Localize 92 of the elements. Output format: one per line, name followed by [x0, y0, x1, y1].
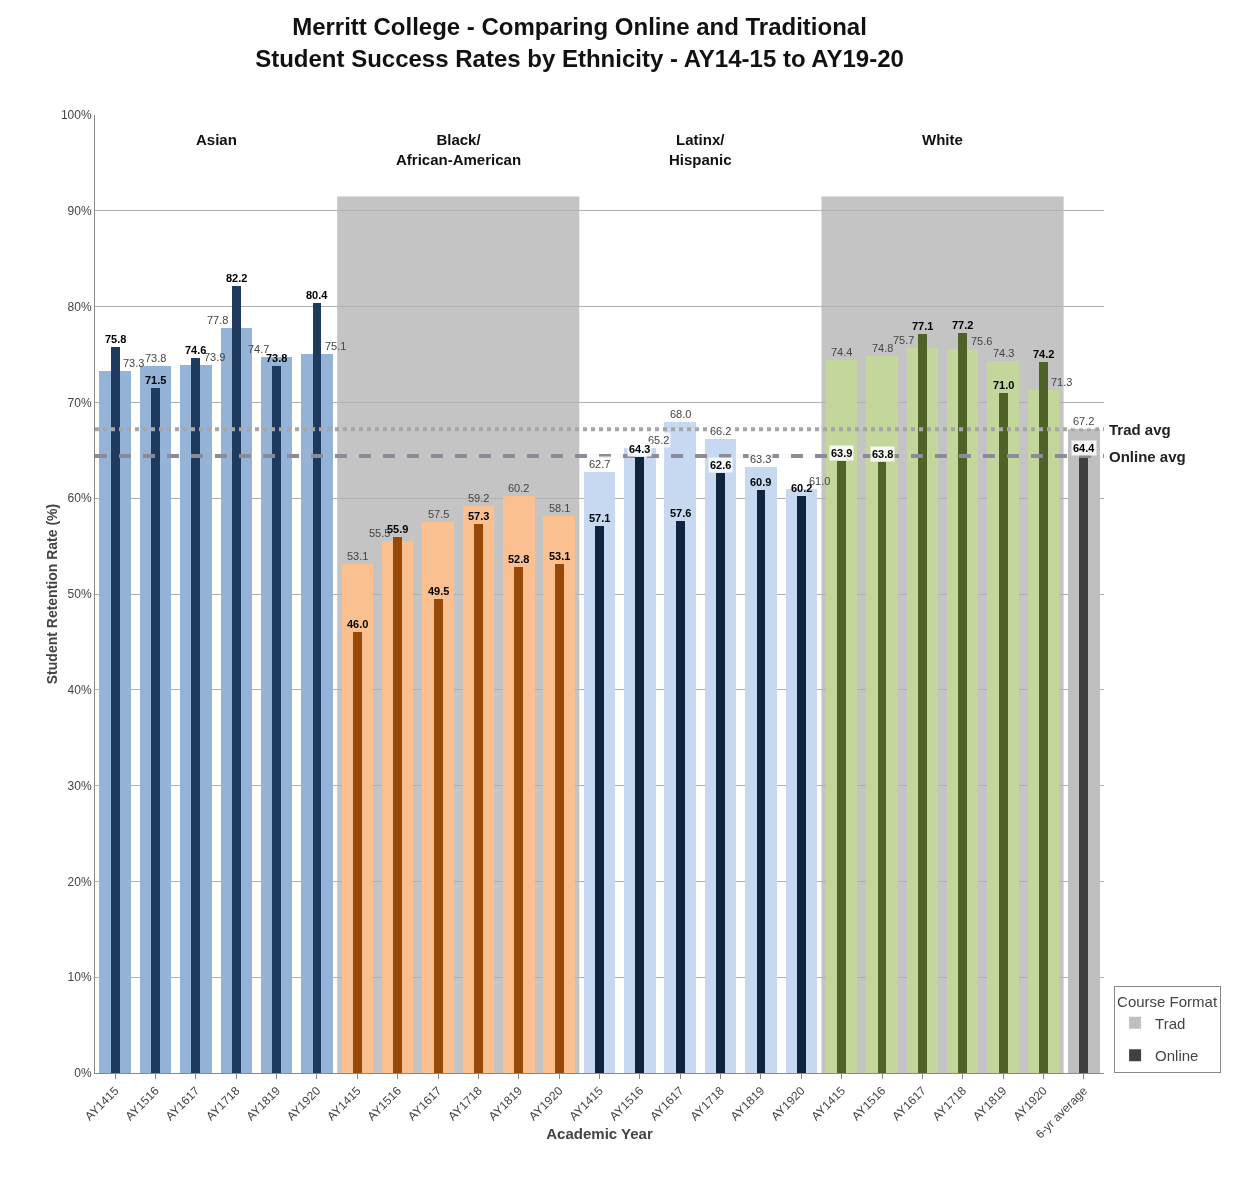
legend-label: Online — [1155, 1047, 1199, 1065]
data-label: 63.8 — [872, 448, 894, 460]
bar — [434, 599, 443, 1073]
data-label: 57.3 — [468, 510, 490, 522]
data-label: 65.2 — [648, 434, 670, 446]
data-label: 73.3 — [123, 357, 145, 369]
y-tick-label: 60% — [67, 491, 92, 506]
data-label: 71.3 — [1051, 376, 1073, 388]
data-label: 74.2 — [1033, 348, 1055, 360]
bar — [999, 393, 1008, 1073]
data-label: 64.3 — [629, 443, 651, 455]
data-label: 68.0 — [670, 408, 692, 420]
legend-label: Trad — [1155, 1014, 1186, 1032]
x-axis-title: Academic Year — [546, 1125, 653, 1143]
y-tick-label: 10% — [67, 970, 92, 985]
bar — [555, 564, 564, 1073]
bar — [958, 333, 967, 1073]
y-tick-label: 80% — [67, 299, 92, 314]
bar — [1039, 362, 1048, 1073]
data-label: 53.1 — [347, 550, 369, 562]
bar — [111, 347, 120, 1073]
data-label: 71.0 — [993, 379, 1015, 391]
ref-line-label: Online avg — [1109, 448, 1186, 465]
data-label: 74.4 — [831, 346, 853, 358]
bar — [837, 461, 846, 1073]
bar — [595, 526, 604, 1073]
data-label: 63.3 — [750, 453, 772, 465]
bar — [676, 521, 685, 1073]
data-label: 57.6 — [670, 507, 692, 519]
y-tick-label: 50% — [67, 587, 92, 602]
bar — [514, 567, 523, 1073]
bar — [918, 334, 927, 1073]
data-label: 74.6 — [185, 344, 207, 356]
data-label: 75.8 — [105, 333, 127, 345]
data-label: 77.2 — [952, 319, 974, 331]
data-label: 77.1 — [912, 320, 934, 332]
bar — [716, 473, 725, 1073]
data-label: 75.1 — [325, 340, 347, 352]
data-label: 75.7 — [893, 334, 915, 346]
bar — [272, 366, 281, 1073]
data-label: 67.2 — [1073, 415, 1095, 427]
data-label: 73.8 — [145, 352, 167, 364]
data-label: 58.1 — [549, 502, 571, 514]
data-label: 49.5 — [428, 585, 450, 597]
y-tick-label: 90% — [67, 204, 92, 218]
data-label: 74.3 — [993, 347, 1015, 359]
y-axis-title: Student Retention Rate (%) — [44, 503, 60, 685]
data-label: 75.6 — [971, 335, 993, 347]
data-label: 63.9 — [831, 447, 853, 459]
y-tick-label: 20% — [67, 874, 92, 889]
data-label: 64.4 — [1073, 442, 1096, 454]
data-label: 53.1 — [549, 550, 571, 562]
annotation: White — [922, 131, 963, 148]
data-label: 62.6 — [710, 459, 732, 471]
data-label: 52.8 — [508, 553, 530, 565]
y-tick-label: 30% — [67, 778, 92, 793]
bar — [635, 457, 644, 1073]
y-tick-label: 100% — [60, 108, 92, 123]
data-label: 82.2 — [226, 272, 248, 284]
bar — [757, 490, 765, 1073]
bar — [232, 286, 241, 1073]
chart-title: Merritt College - Comparing Online and Traditional Student Success Rates by Ethnicity - AY14-15 to AY19-20 — [255, 13, 904, 72]
bar — [313, 303, 321, 1073]
y-tick-label: 70% — [67, 395, 92, 410]
bar — [191, 358, 200, 1073]
data-label: 73.8 — [266, 352, 288, 364]
annotation: Latinx/ Hispanic — [669, 131, 732, 168]
data-label: 60.2 — [508, 482, 530, 494]
data-label: 66.2 — [710, 425, 732, 437]
ref-line-label: Trad avg — [1109, 421, 1171, 438]
bar — [151, 388, 160, 1073]
legend-title: Course Format — [1117, 992, 1218, 1010]
data-label: 80.4 — [306, 289, 329, 301]
data-label: 59.2 — [468, 492, 490, 504]
data-label: 46.0 — [347, 618, 369, 630]
y-tick-label: 40% — [67, 683, 92, 697]
data-label: 74.8 — [872, 342, 894, 354]
data-label: 60.9 — [750, 476, 772, 488]
bar — [1079, 456, 1088, 1073]
annotation: Black/ African-American — [396, 131, 522, 168]
bar — [353, 632, 362, 1073]
bar — [474, 524, 483, 1073]
bar — [878, 462, 886, 1073]
bar — [393, 537, 402, 1073]
data-label: 57.1 — [589, 512, 611, 524]
data-label: 57.5 — [428, 508, 450, 520]
data-label: 71.5 — [145, 374, 167, 386]
annotation: Asian — [196, 131, 237, 148]
bar — [797, 496, 806, 1073]
y-tick-label: 0% — [74, 1066, 92, 1081]
data-label: 77.8 — [207, 314, 229, 326]
data-label: 62.7 — [589, 458, 611, 470]
